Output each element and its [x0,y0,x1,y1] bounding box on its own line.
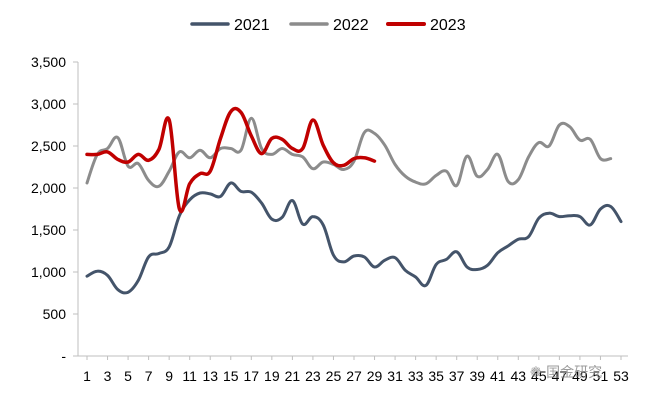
legend: 2021 2022 2023 [190,17,466,34]
y-tick-label: 1,500 [31,222,66,238]
series-line-2023 [85,106,377,214]
series-line-2021 [85,181,623,295]
y-tick-label: 2,500 [31,138,66,154]
x-tick-label: 35 [428,368,444,384]
x-tick-label: 29 [367,368,383,384]
x-tick-label: 21 [285,368,301,384]
y-tick-label: 1,000 [31,264,66,280]
x-tick-label: 7 [145,368,153,384]
x-tick-label: 1 [83,368,91,384]
y-tick-label: 2,000 [31,180,66,196]
x-tick-label: 43 [511,368,527,384]
x-axis: 1 3 5 7 9 11 13 15 17 19 21 23 25 27 29 31 33 35 37 39 41 43 4… [78,355,629,384]
y-tick-label: - [61,348,66,364]
x-tick-label: 45 [531,368,547,384]
y-tick-label: 3,500 [31,54,66,70]
x-tick-label: 37 [449,368,465,384]
x-tick-label: 11 [182,368,197,384]
x-tick-label: 9 [165,368,173,384]
x-tick-label: 13 [202,368,218,384]
x-tick-label: 53 [613,368,629,384]
x-tick-label: 27 [346,368,362,384]
series-group [85,106,623,295]
x-tick-label: 31 [387,368,403,384]
x-tick-label: 39 [469,368,485,384]
legend-label-2021: 2021 [234,17,270,34]
x-tick-label: 23 [305,368,321,384]
x-tick-label: 19 [264,368,280,384]
watermark-text: ❁ 国金研究 [530,365,603,381]
x-tick-label: 47 [552,368,568,384]
y-axis: - 500 1,000 1,500 2,000 2,500 3,000 3,500 [31,54,79,364]
legend-label-2022: 2022 [333,17,369,34]
legend-label-2023: 2023 [430,17,466,34]
x-tick-label: 15 [223,368,239,384]
y-tick-label: 3,000 [31,96,66,112]
x-tick-label: 25 [326,368,342,384]
x-tick-label: 49 [572,368,588,384]
x-tick-label: 17 [244,368,260,384]
x-tick-label: 5 [124,368,132,384]
y-tick-label: 500 [43,306,67,322]
x-tick-label: 41 [490,368,506,384]
x-tick-label: 51 [593,368,609,384]
x-tick-label: 33 [408,368,424,384]
x-tick-label: 3 [104,368,112,384]
